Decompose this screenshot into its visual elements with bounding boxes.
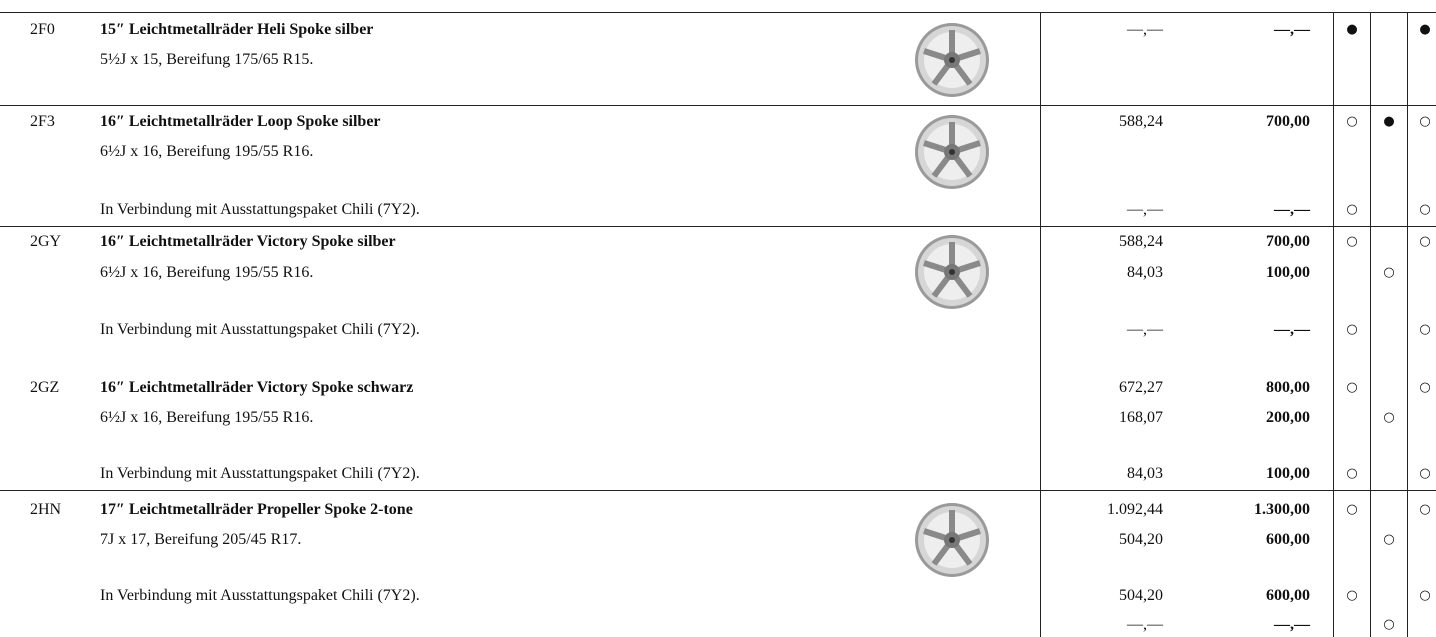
availability-mark: ○ (1346, 466, 1358, 481)
net-price: 672,27 (1119, 379, 1163, 396)
item-title: 15″ Leichtmetallräder Heli Spoke silber (100, 21, 374, 38)
gross-price: 700,00 (1266, 233, 1310, 250)
item-title: 16″ Leichtmetallräder Victory Spoke schw… (100, 379, 414, 396)
availability-mark: ○ (1346, 234, 1358, 249)
availability-mark: ○ (1346, 502, 1358, 517)
item-detail: 6½J x 16, Bereifung 195/55 R16. (100, 264, 314, 281)
item-detail: In Verbindung mit Ausstattungspaket Chil… (100, 587, 420, 604)
item-code: 2GY (30, 233, 62, 250)
item-title: 16″ Leichtmetallräder Loop Spoke silber (100, 113, 381, 130)
wheel-image (915, 23, 989, 97)
gross-price: 1.300,00 (1254, 501, 1310, 518)
column-rule (1370, 12, 1371, 637)
gross-price: —,— (1274, 201, 1310, 218)
item-detail: 6½J x 16, Bereifung 195/55 R16. (100, 409, 314, 426)
net-price: 168,07 (1119, 409, 1163, 426)
availability-mark: ○ (1419, 380, 1431, 395)
wheel-image (915, 235, 989, 309)
availability-mark: ○ (1419, 234, 1431, 249)
net-price: 504,20 (1119, 587, 1163, 604)
gross-price: 200,00 (1266, 409, 1310, 426)
net-price: —,— (1127, 21, 1163, 38)
availability-mark: ○ (1383, 265, 1395, 280)
item-detail: In Verbindung mit Ausstattungspaket Chil… (100, 201, 420, 218)
wheel-image (915, 115, 989, 189)
availability-mark: ○ (1346, 380, 1358, 395)
net-price: —,— (1127, 616, 1163, 633)
availability-mark: ○ (1383, 410, 1395, 425)
rule (0, 105, 1436, 106)
availability-mark: ○ (1383, 532, 1395, 547)
net-price: 84,03 (1127, 465, 1163, 482)
item-code: 2GZ (30, 379, 60, 396)
item-detail: 5½J x 15, Bereifung 175/65 R15. (100, 51, 314, 68)
column-rule (1040, 12, 1041, 637)
gross-price: 700,00 (1266, 113, 1310, 130)
item-code: 2F3 (30, 113, 55, 130)
item-title: 17″ Leichtmetallräder Propeller Spoke 2-… (100, 501, 413, 518)
gross-price: 600,00 (1266, 587, 1310, 604)
availability-mark: ● (1346, 22, 1358, 37)
availability-mark: ● (1419, 22, 1431, 37)
availability-mark: ○ (1346, 114, 1358, 129)
column-rule (1333, 12, 1334, 637)
column-rule (1407, 12, 1408, 637)
availability-mark: ○ (1346, 202, 1358, 217)
gross-price: 800,00 (1266, 379, 1310, 396)
item-detail: 6½J x 16, Bereifung 195/55 R16. (100, 143, 314, 160)
item-title: 16″ Leichtmetallräder Victory Spoke silb… (100, 233, 396, 250)
item-detail: 7J x 17, Bereifung 205/45 R17. (100, 531, 302, 548)
rule (0, 490, 1436, 491)
availability-mark: ○ (1346, 588, 1358, 603)
item-code: 2HN (30, 501, 62, 518)
availability-mark: ○ (1419, 202, 1431, 217)
availability-mark: ○ (1419, 588, 1431, 603)
wheel-image (915, 503, 989, 577)
availability-mark: ○ (1383, 617, 1395, 632)
gross-price: —,— (1274, 616, 1310, 633)
availability-mark: ○ (1419, 322, 1431, 337)
availability-mark: ○ (1419, 114, 1431, 129)
rule (0, 12, 1436, 13)
net-price: 84,03 (1127, 264, 1163, 281)
net-price: —,— (1127, 321, 1163, 338)
gross-price: 600,00 (1266, 531, 1310, 548)
gross-price: 100,00 (1266, 264, 1310, 281)
item-code: 2F0 (30, 21, 55, 38)
availability-mark: ○ (1419, 466, 1431, 481)
net-price: 588,24 (1119, 113, 1163, 130)
item-detail: In Verbindung mit Ausstattungspaket Chil… (100, 465, 420, 482)
gross-price: —,— (1274, 21, 1310, 38)
gross-price: —,— (1274, 321, 1310, 338)
net-price: 588,24 (1119, 233, 1163, 250)
gross-price: 100,00 (1266, 465, 1310, 482)
item-detail: In Verbindung mit Ausstattungspaket Chil… (100, 321, 420, 338)
net-price: 1.092,44 (1107, 501, 1163, 518)
net-price: —,— (1127, 201, 1163, 218)
availability-mark: ○ (1346, 322, 1358, 337)
availability-mark: ● (1383, 114, 1395, 129)
rule (0, 226, 1436, 227)
availability-mark: ○ (1419, 502, 1431, 517)
net-price: 504,20 (1119, 531, 1163, 548)
